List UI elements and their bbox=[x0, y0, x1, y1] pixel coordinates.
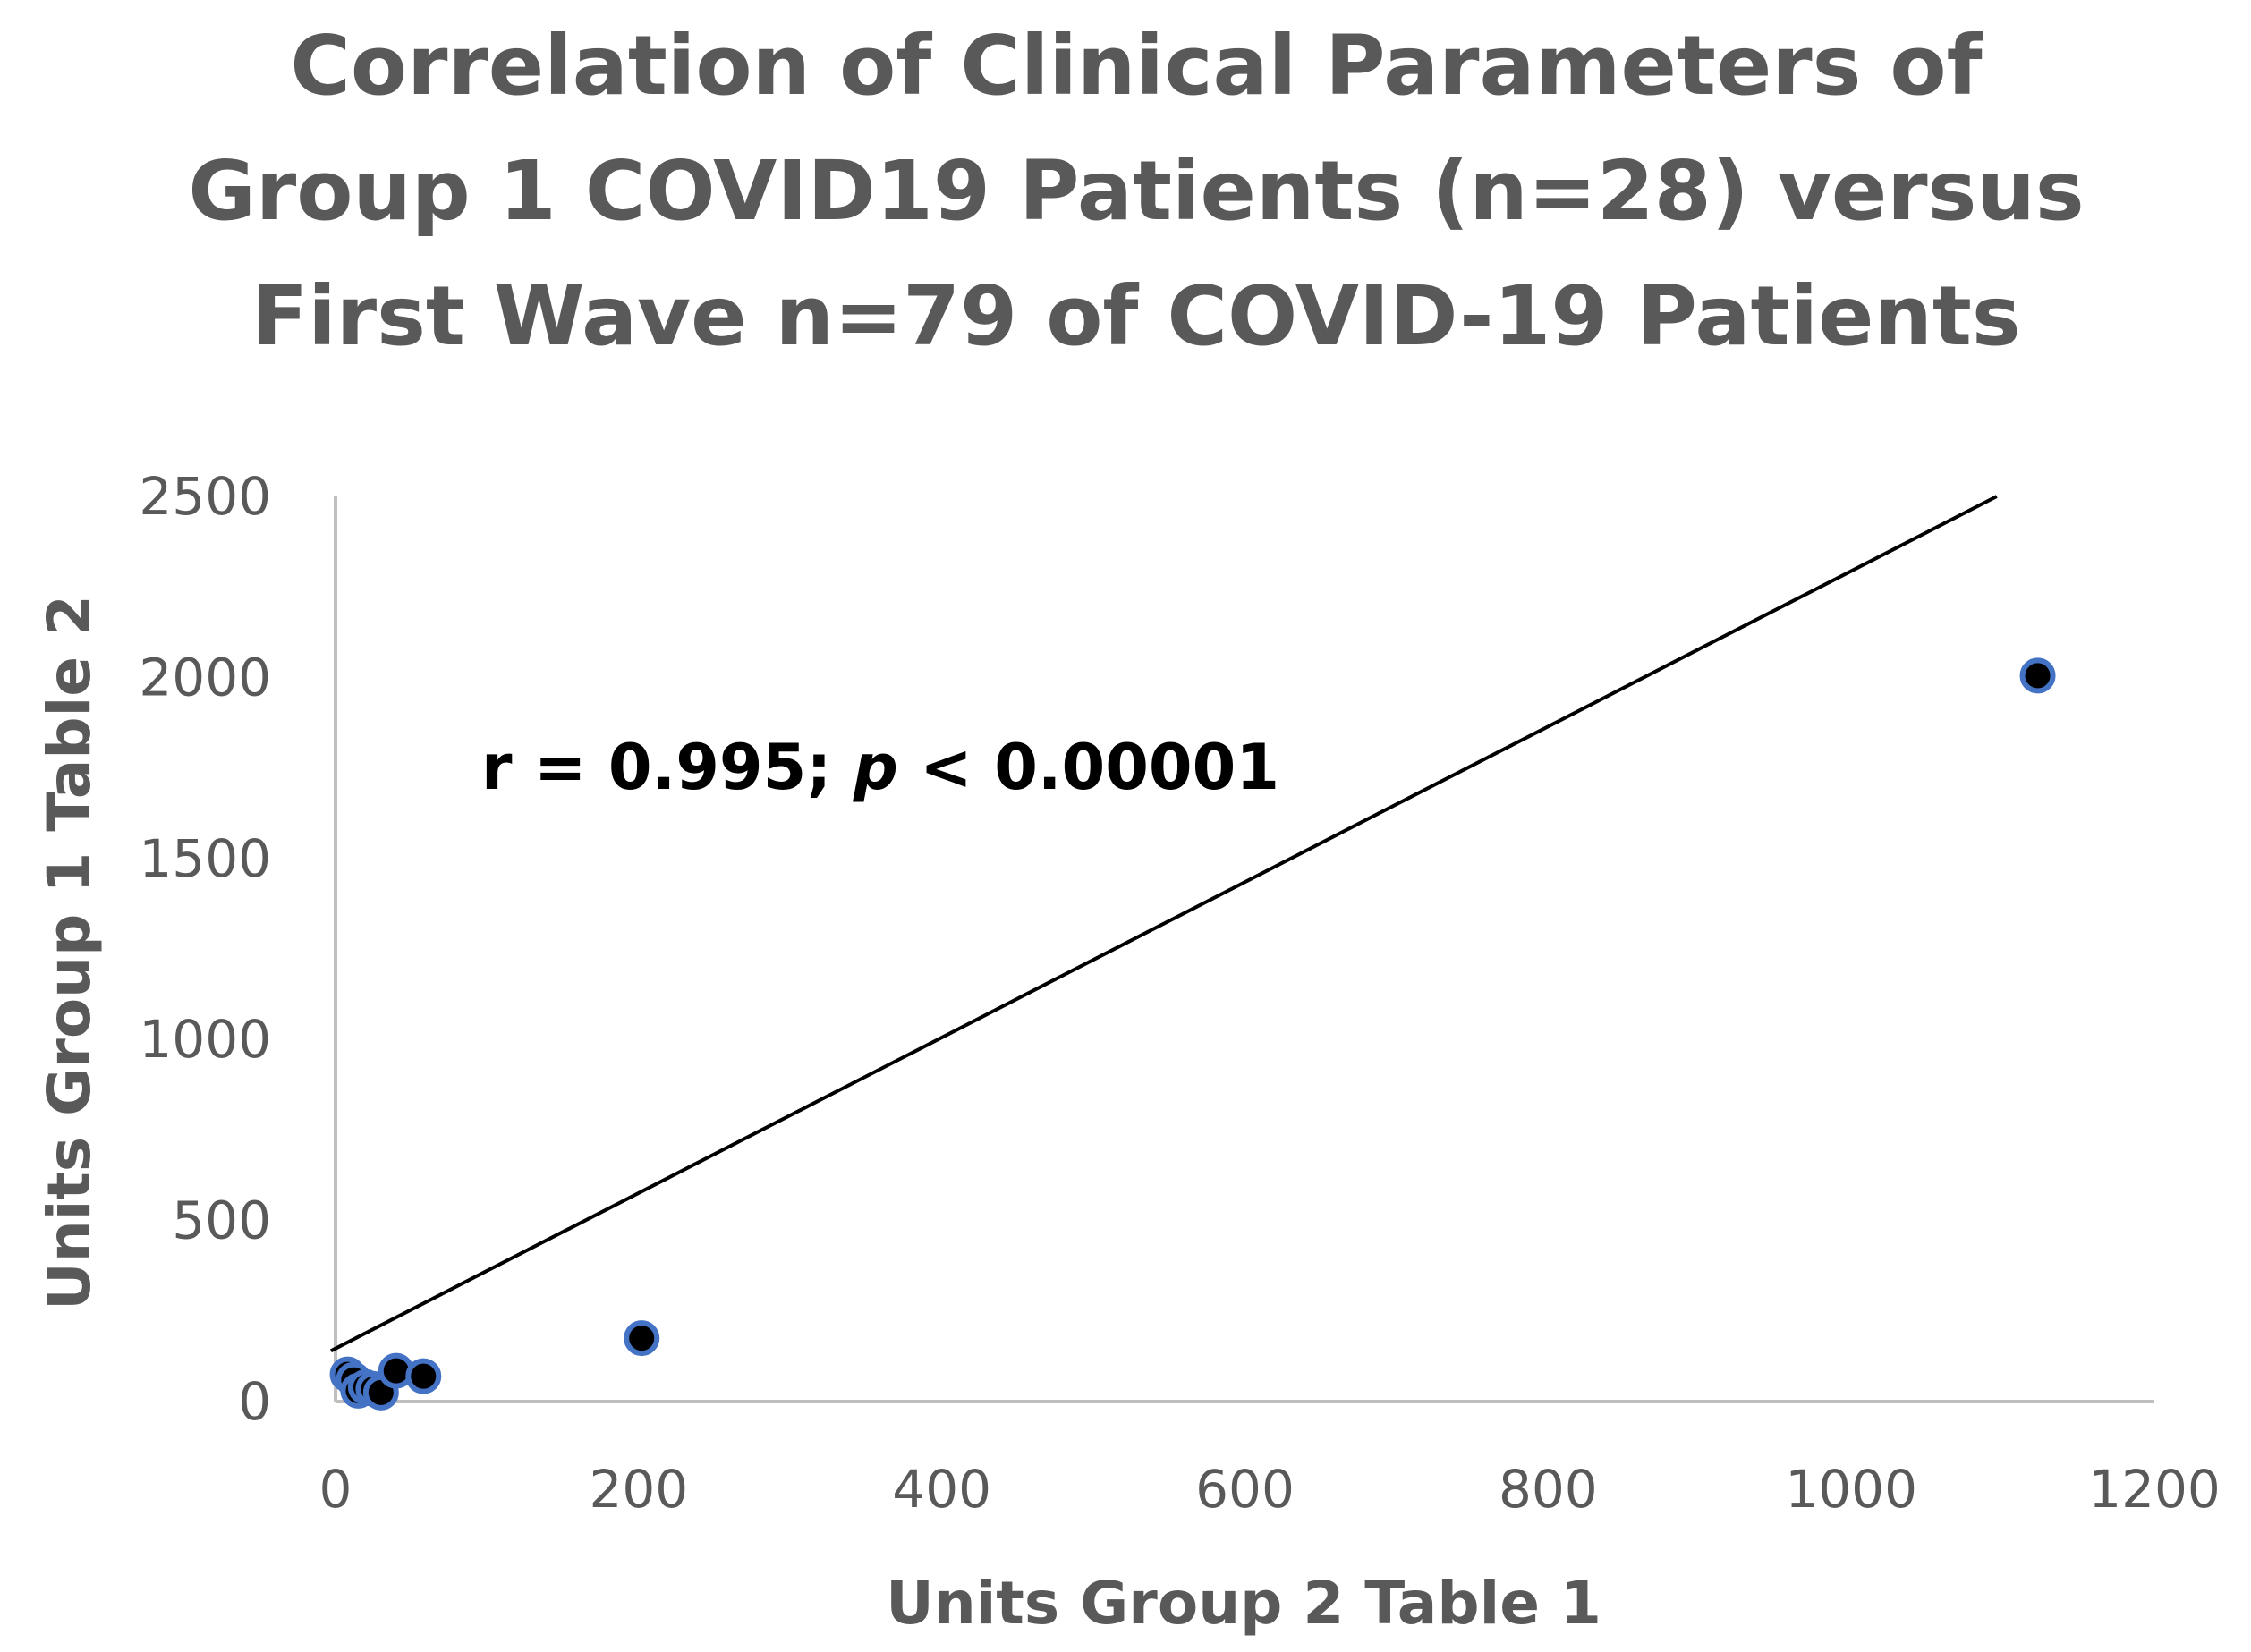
y-tick-label: 2500 bbox=[139, 466, 271, 527]
trendline bbox=[330, 495, 1998, 1353]
annotation-suffix: < 0.00001 bbox=[898, 731, 1279, 804]
y-axis-title: Units Group 1 Table 2 bbox=[35, 595, 104, 1310]
y-tick-label: 1000 bbox=[139, 1009, 271, 1070]
y-tick-label: 1500 bbox=[139, 828, 271, 889]
chart-title-line-3: First Wave n=79 of COVID-19 Patients bbox=[251, 268, 2020, 364]
x-tick-label: 1000 bbox=[1785, 1459, 1917, 1520]
x-tick-label: 800 bbox=[1499, 1459, 1598, 1520]
data-point bbox=[2019, 657, 2056, 694]
x-tick-label: 1200 bbox=[2088, 1459, 2221, 1520]
x-tick-label: 400 bbox=[892, 1459, 991, 1520]
data-points bbox=[329, 657, 2056, 1411]
data-point bbox=[624, 1320, 660, 1357]
chart-title: Correlation of Clinical Parameters of Gr… bbox=[188, 18, 2084, 364]
x-tick-label: 0 bbox=[319, 1459, 353, 1520]
y-tick-label: 0 bbox=[238, 1371, 271, 1432]
data-point bbox=[405, 1358, 442, 1394]
correlation-annotation: r = 0.995; p < 0.00001 bbox=[481, 731, 1279, 804]
x-tick-label: 200 bbox=[589, 1459, 688, 1520]
x-axis-title: Units Group 2 Table 1 bbox=[886, 1569, 1601, 1638]
y-tick-labels: 0 500 1000 1500 2000 2500 bbox=[139, 466, 271, 1432]
y-tick-label: 500 bbox=[172, 1190, 271, 1251]
y-tick-label: 2000 bbox=[139, 647, 271, 707]
x-tick-labels: 0 200 400 600 800 1000 1200 bbox=[319, 1459, 2221, 1520]
chart-title-line-1: Correlation of Clinical Parameters of bbox=[290, 18, 1983, 114]
annotation-p-symbol: p bbox=[853, 731, 898, 804]
chart-title-line-2: Group 1 COVID19 Patients (n=28) versus bbox=[188, 143, 2084, 239]
annotation-prefix: r = 0.995; bbox=[481, 731, 854, 804]
x-tick-label: 600 bbox=[1195, 1459, 1295, 1520]
